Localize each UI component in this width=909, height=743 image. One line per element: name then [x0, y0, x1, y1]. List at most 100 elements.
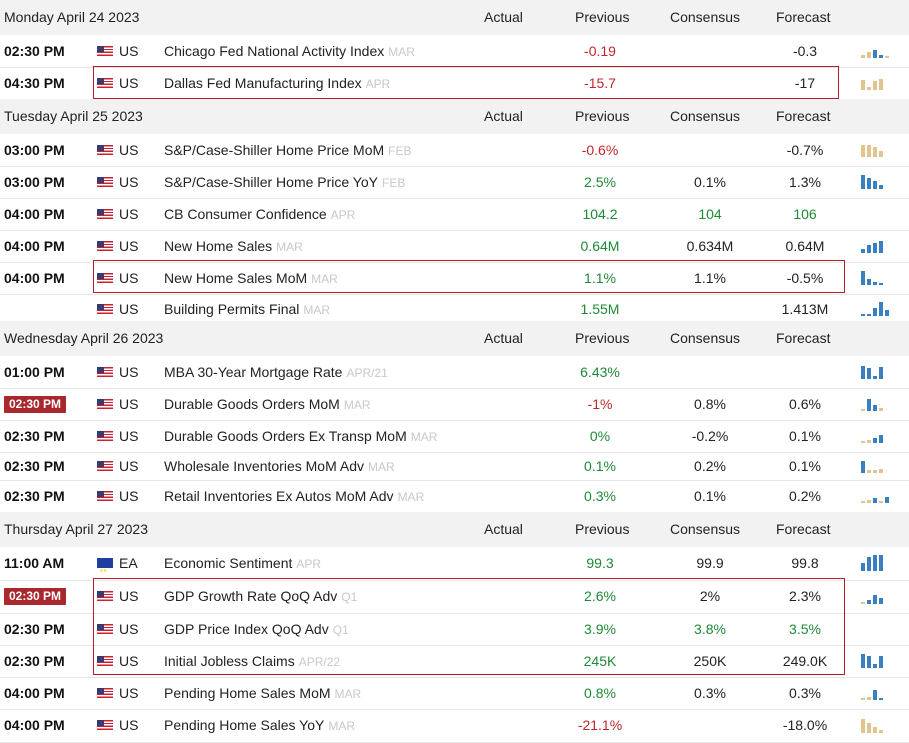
event-name-cell[interactable]: Dallas Fed Manufacturing Index APR: [164, 67, 390, 100]
event-name-link[interactable]: GDP Growth Rate QoQ Adv: [164, 588, 338, 604]
new-home-sales-sparkline[interactable]: [861, 237, 885, 255]
event-name-cell[interactable]: MBA 30-Year Mortgage Rate APR/21: [164, 356, 388, 389]
event-row[interactable]: 02:30 PM US Chicago Fed National Activity …: [0, 35, 909, 68]
event-name-cell[interactable]: GDP Growth Rate QoQ Adv Q1: [164, 580, 357, 614]
event-row[interactable]: 03:00 PM US S&P/Case-Shiller Home Price Yo…: [0, 166, 909, 199]
event-name-link[interactable]: Economic Sentiment: [164, 555, 293, 571]
event-row[interactable]: 02:30 PM US Durable Goods Orders Ex Transp…: [0, 420, 909, 453]
event-name-cell[interactable]: Wholesale Inventories MoM Adv MAR: [164, 452, 395, 481]
actual-column-header[interactable]: Actual: [484, 330, 523, 346]
actual-column-header[interactable]: Actual: [484, 108, 523, 124]
sparkline-bar: [873, 50, 877, 58]
event-row[interactable]: 01:00 PM US MBA 30-Year Mortgage Rate APR/2…: [0, 356, 909, 389]
event-row[interactable]: 02:30 PM US GDP Growth Rate QoQ Adv Q1 2.6% 2…: [0, 580, 909, 614]
event-row[interactable]: 02:30 PM US GDP Price Index QoQ Adv Q1 3.9% 3…: [0, 613, 909, 646]
day-label: Tuesday April 25 2023: [4, 108, 143, 124]
consensus-column-header[interactable]: Consensus: [670, 108, 741, 124]
sparkline-bar: [879, 241, 883, 253]
new-home-sales-mom-sparkline[interactable]: [861, 269, 885, 287]
event-name-link[interactable]: Chicago Fed National Activity Index: [164, 43, 385, 59]
forecast-value: 0.2%: [789, 488, 821, 504]
event-name-link[interactable]: Initial Jobless Claims: [164, 653, 295, 669]
actual-column-header[interactable]: Actual: [484, 521, 523, 537]
event-name-link[interactable]: Wholesale Inventories MoM Adv: [164, 458, 364, 474]
event-name-link[interactable]: New Home Sales MoM: [164, 270, 308, 286]
wholesale-inv-sparkline[interactable]: [861, 457, 885, 475]
event-name-link[interactable]: Dallas Fed Manufacturing Index: [164, 75, 362, 91]
event-row[interactable]: 04:00 PM US Pending Home Sales YoY MAR -21.1…: [0, 709, 909, 743]
economic-sentiment-sparkline[interactable]: [861, 554, 885, 573]
event-name-link[interactable]: MBA 30-Year Mortgage Rate: [164, 364, 343, 380]
event-name-link[interactable]: Pending Home Sales YoY: [164, 717, 325, 733]
event-name-link[interactable]: GDP Price Index QoQ Adv: [164, 621, 329, 637]
event-period: MAR: [388, 45, 415, 59]
event-row[interactable]: 04:00 PM US New Home Sales MoM MAR 1.1% 1.1% -…: [0, 262, 909, 295]
actual-column-header[interactable]: Actual: [484, 9, 523, 25]
event-name-link[interactable]: Building Permits Final: [164, 301, 300, 317]
event-name-cell[interactable]: S&P/Case-Shiller Home Price MoM FEB: [164, 134, 412, 167]
event-row[interactable]: 02:30 PM US Retail Inventories Ex Autos Mo…: [0, 480, 909, 513]
case-shiller-mom-sparkline[interactable]: [861, 141, 885, 159]
event-row[interactable]: 02:30 PM US Durable Goods Orders MoM MAR -1%…: [0, 388, 909, 421]
sparkline-bar: [873, 243, 877, 253]
event-name-cell[interactable]: Building Permits Final MAR: [164, 294, 330, 325]
event-row[interactable]: 03:00 PM US S&P/Case-Shiller Home Price Mo…: [0, 134, 909, 167]
jobless-claims-sparkline[interactable]: [861, 652, 885, 670]
chicago-fed-sparkline[interactable]: [861, 42, 891, 60]
event-name-cell[interactable]: CB Consumer Confidence APR: [164, 198, 355, 231]
forecast-column-header[interactable]: Forecast: [776, 521, 831, 537]
event-name-link[interactable]: CB Consumer Confidence: [164, 206, 327, 222]
event-row[interactable]: 02:30 PM US Wholesale Inventories MoM Adv M…: [0, 452, 909, 481]
us-flag-icon: [97, 209, 113, 220]
event-name-link[interactable]: S&P/Case-Shiller Home Price YoY: [164, 174, 378, 190]
event-row[interactable]: 04:00 PM US Pending Home Sales MoM MAR 0.8% 0…: [0, 677, 909, 710]
event-name-cell[interactable]: Initial Jobless Claims APR/22: [164, 645, 340, 678]
event-name-link[interactable]: Pending Home Sales MoM: [164, 685, 331, 701]
event-name-cell[interactable]: Pending Home Sales MoM MAR: [164, 677, 361, 710]
event-name-cell[interactable]: S&P/Case-Shiller Home Price YoY FEB: [164, 166, 405, 199]
event-name-cell[interactable]: Chicago Fed National Activity Index MAR: [164, 35, 415, 68]
event-name-cell[interactable]: Pending Home Sales YoY MAR: [164, 709, 355, 743]
forecast-column-header[interactable]: Forecast: [776, 330, 831, 346]
event-name-cell[interactable]: New Home Sales MAR: [164, 230, 303, 263]
forecast-column-header[interactable]: Forecast: [776, 9, 831, 25]
event-name-link[interactable]: S&P/Case-Shiller Home Price MoM: [164, 142, 385, 158]
pending-home-mom-sparkline[interactable]: [861, 684, 885, 702]
event-name-link[interactable]: Durable Goods Orders MoM: [164, 396, 340, 412]
consensus-column-header[interactable]: Consensus: [670, 330, 741, 346]
event-row[interactable]: 02:30 PM US Initial Jobless Claims APR/22 24…: [0, 645, 909, 678]
previous-column-header[interactable]: Previous: [575, 9, 630, 25]
event-name-link[interactable]: Durable Goods Orders Ex Transp MoM: [164, 428, 407, 444]
dallas-fed-sparkline[interactable]: [861, 74, 885, 92]
event-name-cell[interactable]: Economic Sentiment APR: [164, 547, 321, 581]
mba-mortgage-sparkline[interactable]: [861, 363, 885, 381]
event-row[interactable]: 04:00 PM US New Home Sales MAR 0.64M 0.634M 0.…: [0, 230, 909, 263]
event-row[interactable]: 04:00 PM US CB Consumer Confidence APR 104.2…: [0, 198, 909, 231]
durable-ex-transp-sparkline[interactable]: [861, 427, 885, 445]
gdp-growth-sparkline[interactable]: [861, 588, 885, 606]
currency-code: US: [119, 75, 139, 91]
previous-column-header[interactable]: Previous: [575, 330, 630, 346]
sparkline-bar: [861, 562, 865, 571]
event-name-cell[interactable]: Durable Goods Orders Ex Transp MoM MAR: [164, 420, 437, 453]
previous-column-header[interactable]: Previous: [575, 521, 630, 537]
building-permits-sparkline[interactable]: [861, 300, 891, 318]
event-row[interactable]: 04:30 PM US Dallas Fed Manufacturing Index…: [0, 67, 909, 100]
sparkline-bar: [879, 283, 883, 285]
event-name-link[interactable]: New Home Sales: [164, 238, 273, 254]
consensus-column-header[interactable]: Consensus: [670, 9, 741, 25]
event-name-cell[interactable]: GDP Price Index QoQ Adv Q1: [164, 613, 349, 646]
event-name-cell[interactable]: Retail Inventories Ex Autos MoM Adv MAR: [164, 480, 424, 513]
retail-inv-sparkline[interactable]: [861, 487, 891, 505]
consensus-column-header[interactable]: Consensus: [670, 521, 741, 537]
event-name-cell[interactable]: Durable Goods Orders MoM MAR: [164, 388, 371, 421]
forecast-column-header[interactable]: Forecast: [776, 108, 831, 124]
durable-goods-sparkline[interactable]: [861, 395, 885, 413]
case-shiller-yoy-sparkline[interactable]: [861, 173, 885, 191]
event-name-link[interactable]: Retail Inventories Ex Autos MoM Adv: [164, 488, 394, 504]
sparkline-bar: [867, 470, 871, 473]
event-name-cell[interactable]: New Home Sales MoM MAR: [164, 262, 338, 295]
previous-column-header[interactable]: Previous: [575, 108, 630, 124]
pending-home-yoy-sparkline[interactable]: [861, 717, 885, 735]
